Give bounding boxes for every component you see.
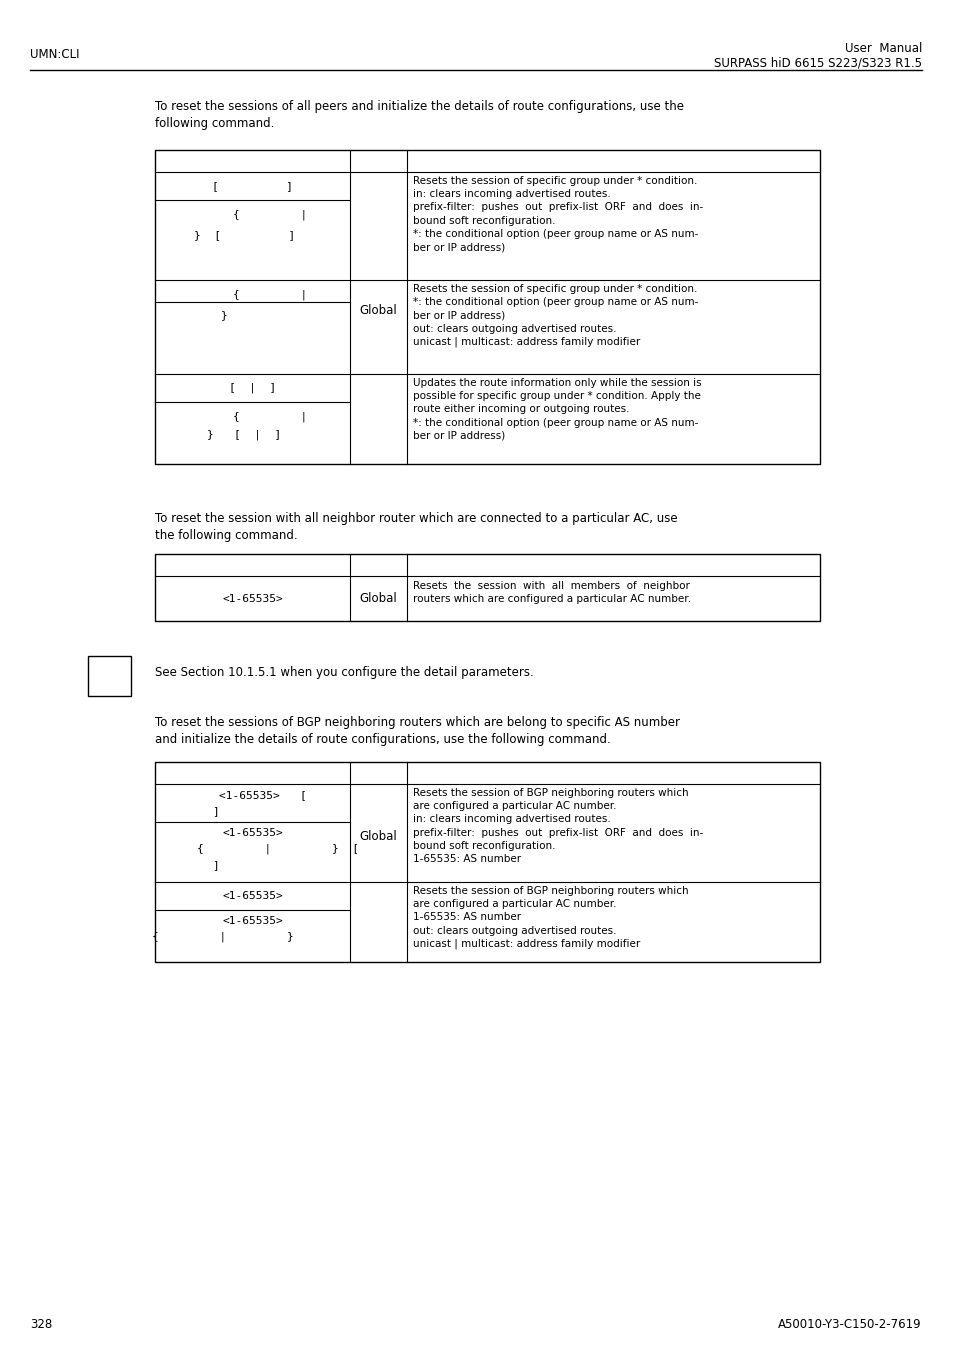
Text: A50010-Y3-C150-2-7619: A50010-Y3-C150-2-7619 bbox=[778, 1318, 921, 1331]
Text: Resets the session of BGP neighboring routers which
are configured a particular : Resets the session of BGP neighboring ro… bbox=[413, 886, 688, 949]
Text: SURPASS hiD 6615 S223/S323 R1.5: SURPASS hiD 6615 S223/S323 R1.5 bbox=[713, 57, 921, 70]
Text: 328: 328 bbox=[30, 1318, 52, 1331]
Text: {         |         }  [: { | } [ bbox=[197, 844, 359, 855]
Text: To reset the sessions of BGP neighboring routers which are belong to specific AS: To reset the sessions of BGP neighboring… bbox=[154, 716, 679, 747]
Text: <1-65535>: <1-65535> bbox=[222, 828, 283, 838]
Bar bbox=[154, 554, 820, 621]
Text: Resets the session of specific group under * condition.
*: the conditional optio: Resets the session of specific group und… bbox=[413, 284, 698, 347]
Text: <1-65535>: <1-65535> bbox=[222, 917, 283, 926]
Text: {         |: { | bbox=[233, 412, 307, 423]
Text: [          ]: [ ] bbox=[212, 181, 293, 190]
Text: Resets the session of specific group under * condition.
in: clears incoming adve: Resets the session of specific group und… bbox=[413, 176, 702, 252]
Bar bbox=[154, 761, 820, 963]
Text: See Section 10.1.5.1 when you configure the detail parameters.: See Section 10.1.5.1 when you configure … bbox=[154, 666, 533, 679]
Text: ]: ] bbox=[213, 806, 219, 815]
Text: [  |  ]: [ | ] bbox=[229, 383, 275, 393]
Text: }  [          ]: } [ ] bbox=[193, 230, 294, 240]
Text: To reset the session with all neighbor router which are connected to a particula: To reset the session with all neighbor r… bbox=[154, 512, 677, 541]
Text: <1-65535>: <1-65535> bbox=[222, 594, 283, 603]
Text: User  Manual: User Manual bbox=[843, 42, 921, 55]
Text: {         |         }: { | } bbox=[152, 931, 294, 942]
Text: Global: Global bbox=[359, 830, 397, 844]
Bar bbox=[88, 656, 131, 697]
Text: {         |: { | bbox=[233, 290, 307, 301]
Text: Global: Global bbox=[359, 593, 397, 605]
Text: }: } bbox=[221, 310, 228, 320]
Text: <1-65535>: <1-65535> bbox=[222, 891, 283, 900]
Text: ]: ] bbox=[213, 860, 219, 869]
Text: Resets  the  session  with  all  members  of  neighbor
routers which are configu: Resets the session with all members of n… bbox=[413, 580, 690, 605]
Bar bbox=[154, 150, 820, 464]
Text: }   [  |  ]: } [ | ] bbox=[207, 431, 281, 440]
Text: Global: Global bbox=[359, 305, 397, 317]
Text: Updates the route information only while the session is
possible for specific gr: Updates the route information only while… bbox=[413, 378, 700, 441]
Text: <1-65535>   [: <1-65535> [ bbox=[218, 790, 306, 801]
Text: To reset the sessions of all peers and initialize the details of route configura: To reset the sessions of all peers and i… bbox=[154, 100, 683, 130]
Text: {         |: { | bbox=[233, 211, 307, 220]
Text: UMN:CLI: UMN:CLI bbox=[30, 49, 79, 61]
Text: Resets the session of BGP neighboring routers which
are configured a particular : Resets the session of BGP neighboring ro… bbox=[413, 788, 702, 864]
